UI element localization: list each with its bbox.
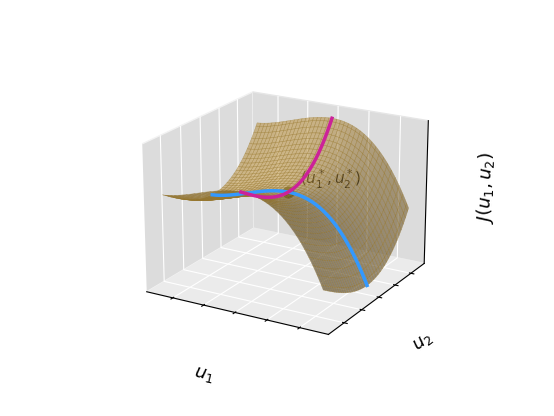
Y-axis label: $u_2$: $u_2$ (410, 329, 437, 355)
X-axis label: $u_1$: $u_1$ (192, 363, 216, 385)
